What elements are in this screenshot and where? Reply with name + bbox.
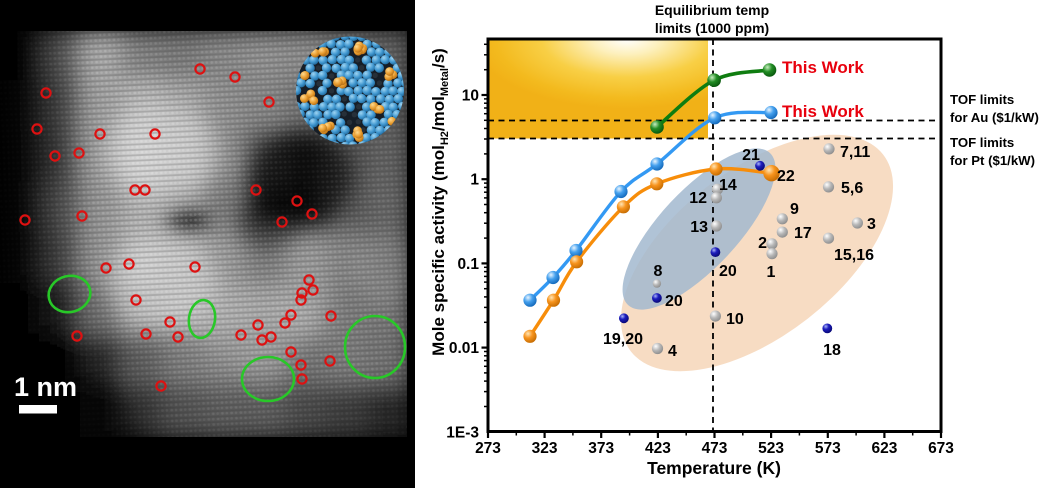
svg-text:623: 623 [871, 440, 897, 457]
svg-text:423: 423 [645, 440, 671, 457]
svg-text:473: 473 [702, 440, 728, 457]
svg-text:10: 10 [462, 88, 479, 105]
svg-text:5,6: 5,6 [841, 180, 863, 197]
svg-text:for Au ($1/kW): for Au ($1/kW) [950, 110, 1039, 125]
svg-text:20: 20 [665, 293, 683, 310]
svg-text:3: 3 [867, 216, 876, 233]
svg-text:673: 673 [928, 440, 954, 457]
svg-text:18: 18 [823, 342, 841, 359]
svg-text:4: 4 [668, 343, 677, 360]
svg-text:for Pt ($1/kW): for Pt ($1/kW) [950, 153, 1035, 168]
svg-text:22: 22 [777, 168, 795, 185]
svg-text:273: 273 [475, 440, 501, 457]
svg-text:TOF limits: TOF limits [950, 135, 1014, 150]
svg-text:8: 8 [654, 263, 663, 280]
svg-text:373: 373 [588, 440, 614, 457]
svg-text:1E-3: 1E-3 [446, 424, 479, 441]
svg-text:20: 20 [719, 263, 737, 280]
svg-text:9: 9 [790, 201, 799, 218]
svg-text:This Work: This Work [782, 102, 864, 121]
svg-text:323: 323 [532, 440, 558, 457]
svg-text:TOF limits: TOF limits [950, 92, 1014, 107]
svg-text:Temperature (K): Temperature (K) [647, 458, 781, 478]
svg-text:10: 10 [726, 311, 744, 328]
svg-text:17: 17 [794, 225, 812, 242]
svg-text:0.1: 0.1 [457, 256, 479, 273]
svg-text:Equilibrium temp: Equilibrium temp [655, 2, 769, 18]
svg-text:15,16: 15,16 [834, 247, 874, 264]
svg-text:1: 1 [767, 264, 776, 281]
svg-text:523: 523 [758, 440, 784, 457]
svg-text:19,20: 19,20 [603, 331, 643, 348]
svg-text:limits (1000 ppm): limits (1000 ppm) [655, 20, 769, 36]
svg-text:1 nm: 1 nm [14, 372, 77, 402]
svg-text:7,11: 7,11 [840, 144, 870, 161]
svg-text:2: 2 [758, 235, 767, 252]
svg-text:0.01: 0.01 [449, 340, 480, 357]
svg-text:1: 1 [470, 172, 479, 189]
svg-text:573: 573 [815, 440, 841, 457]
svg-text:12: 12 [689, 190, 707, 207]
svg-text:This Work: This Work [782, 58, 864, 77]
svg-text:13: 13 [690, 219, 708, 236]
svg-text:Mole specific activity (molH2/: Mole specific activity (molH2/molMetal/s… [429, 48, 451, 356]
svg-text:21: 21 [742, 147, 760, 164]
svg-text:14: 14 [719, 177, 737, 194]
